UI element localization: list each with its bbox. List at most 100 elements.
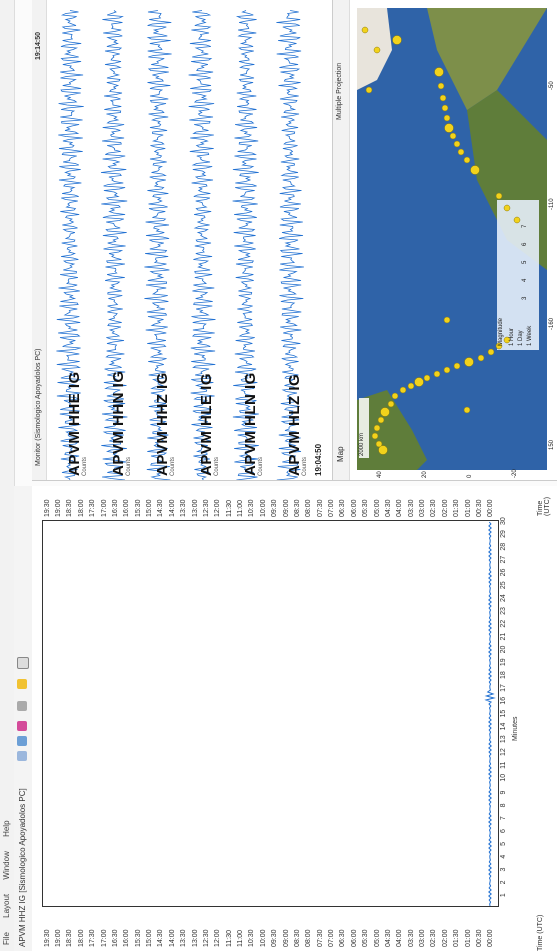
time-label-right: 13:30 [180, 499, 188, 517]
landmass-asia [357, 390, 427, 470]
earthquake-marker[interactable] [423, 374, 431, 382]
menu-help[interactable]: Help [2, 820, 11, 837]
earthquake-marker[interactable] [464, 357, 474, 367]
earthquake-marker[interactable] [434, 67, 444, 77]
filter-icon[interactable] [17, 736, 27, 746]
earthquake-marker[interactable] [444, 123, 454, 133]
earthquake-marker[interactable] [414, 377, 424, 387]
time-label-right: 17:00 [100, 499, 108, 517]
zoom-icon[interactable] [17, 751, 27, 761]
earthquake-marker[interactable] [365, 86, 373, 94]
longitude-label: -160 [549, 317, 555, 330]
earthquake-marker[interactable] [453, 140, 461, 148]
earthquake-marker[interactable] [443, 316, 451, 324]
minute-tick-label: 4 [500, 854, 507, 859]
earthquake-marker[interactable] [503, 336, 511, 344]
earthquake-marker[interactable] [407, 382, 415, 390]
earthquake-marker[interactable] [487, 348, 495, 356]
trace-row[interactable]: APVM HLE IG Counts [180, 10, 224, 480]
time-label-left: 01:30 [453, 929, 461, 947]
time-label-left: 07:30 [316, 929, 324, 947]
legend-magnitude-item: 3 [522, 296, 528, 300]
waveform [144, 10, 172, 480]
menu-layout[interactable]: Layout [2, 893, 11, 918]
legend-magnitude-item: 6 [522, 242, 528, 246]
time-label-left: 13:30 [180, 929, 188, 947]
settings-icon[interactable] [17, 701, 27, 711]
latitude-label: 0 [467, 474, 473, 478]
trace-row[interactable]: APVM HLN IG Counts [224, 10, 268, 480]
trace-row[interactable]: APVM HHN IG Counts [92, 10, 136, 480]
earthquake-marker[interactable] [463, 156, 471, 164]
time-label-right: 10:00 [259, 499, 267, 517]
earthquake-marker[interactable] [453, 362, 461, 370]
waveform [56, 10, 84, 480]
trace-units: Counts [258, 456, 264, 476]
earthquake-marker[interactable] [380, 407, 390, 417]
earthquake-marker[interactable] [513, 216, 521, 224]
time-label-left: 02:30 [430, 929, 438, 947]
earthquake-marker[interactable] [495, 192, 503, 200]
earthquake-marker[interactable] [392, 35, 402, 45]
minute-tick-label: 27 [500, 555, 507, 564]
earthquake-marker[interactable] [399, 386, 407, 394]
time-label-left: 07:00 [328, 929, 336, 947]
trace-units: Counts [82, 456, 88, 476]
time-label-right: 01:30 [453, 499, 461, 517]
minute-tick-label: 6 [500, 829, 507, 833]
earthquake-marker[interactable] [495, 342, 503, 350]
waveform-line [56, 10, 84, 480]
minute-tick-label: 22 [500, 619, 507, 628]
earthquake-marker[interactable] [463, 406, 471, 414]
time-label-left: 11:30 [225, 930, 233, 947]
menu-file[interactable]: File [2, 932, 11, 945]
minute-tick-label: 20 [500, 645, 507, 654]
time-label-right: 00:30 [475, 499, 483, 517]
earthquake-marker[interactable] [449, 132, 457, 140]
minute-tick-label: 25 [500, 581, 507, 590]
menu-window[interactable]: Window [2, 851, 11, 880]
trace-row[interactable]: APVM HLZ IG Counts [268, 10, 312, 480]
helicorder-plot[interactable] [42, 520, 499, 907]
earthquake-marker[interactable] [457, 148, 465, 156]
earthquake-marker[interactable] [373, 424, 381, 432]
trace-station-label: APVM HHE IG [66, 371, 83, 476]
time-label-right: 12:30 [202, 499, 210, 517]
time-label-right: 09:30 [271, 499, 279, 517]
trace-row[interactable]: APVM HHE IG Counts [48, 10, 92, 480]
earthquake-marker[interactable] [437, 82, 445, 90]
event-map[interactable]: 2000 km 40 20 0 -20 150 -160 -110 -50 Magnitude 1 … [357, 8, 555, 478]
waveform [188, 10, 216, 480]
color-icon[interactable] [17, 721, 27, 731]
earthquake-marker[interactable] [503, 204, 511, 212]
earthquake-marker[interactable] [477, 354, 485, 362]
bulb-icon[interactable] [17, 679, 27, 689]
clock-icon[interactable] [17, 657, 29, 669]
earthquake-marker[interactable] [439, 94, 447, 102]
earthquake-marker[interactable] [391, 392, 399, 400]
earthquake-marker[interactable] [378, 445, 388, 455]
trace-row[interactable]: APVM HHZ IG Counts [136, 10, 180, 480]
minute-tick-label: 5 [500, 841, 507, 846]
time-label-left: 04:30 [384, 929, 392, 947]
earthquake-marker[interactable] [375, 440, 383, 448]
earthquake-marker[interactable] [470, 165, 480, 175]
time-label-left: 04:00 [396, 929, 404, 947]
earthquake-marker[interactable] [377, 416, 385, 424]
time-label-left: 15:30 [134, 929, 142, 947]
legend-magnitude-item: 5 [522, 260, 528, 264]
trace-units: Counts [214, 456, 220, 476]
earthquake-marker[interactable] [361, 26, 369, 34]
time-label-left: 17:00 [100, 929, 108, 947]
waveform [100, 10, 128, 480]
earthquake-marker[interactable] [387, 400, 395, 408]
earthquake-marker[interactable] [443, 114, 451, 122]
time-label-right: 12:00 [214, 499, 222, 517]
earthquake-marker[interactable] [441, 104, 449, 112]
earthquake-marker[interactable] [373, 46, 381, 54]
earthquake-marker[interactable] [443, 366, 451, 374]
landmass-north-america [427, 8, 547, 110]
earthquake-marker[interactable] [433, 370, 441, 378]
waveform-line [232, 10, 259, 480]
earthquake-marker[interactable] [371, 432, 379, 440]
